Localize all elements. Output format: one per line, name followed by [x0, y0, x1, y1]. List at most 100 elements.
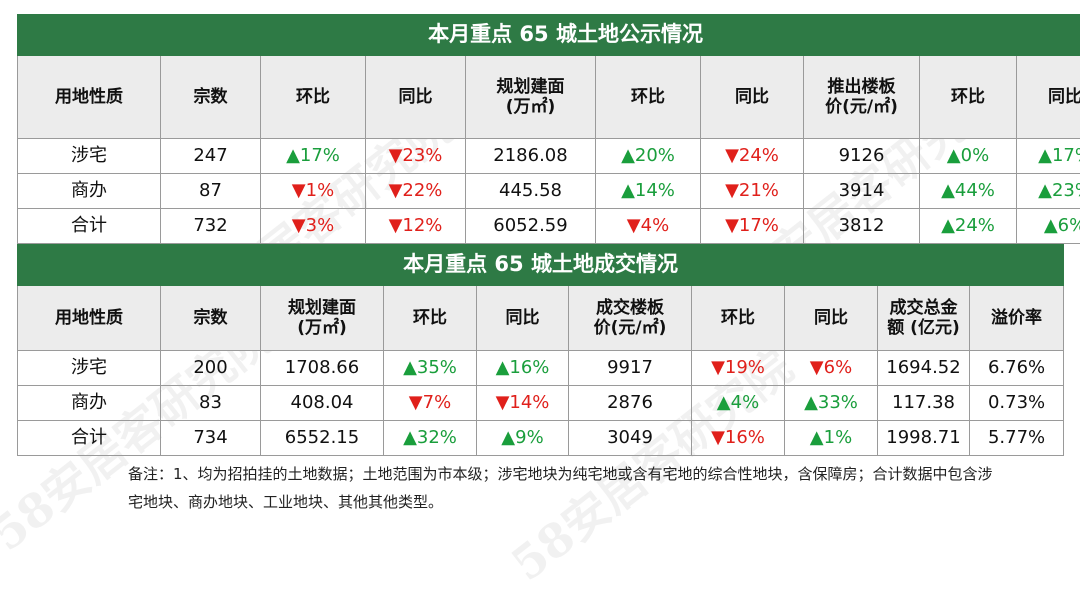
column-header: 用地性质 [18, 56, 161, 139]
cell-count: 87 [161, 174, 261, 209]
cell-area-yoy: ▼17% [701, 209, 804, 244]
cell-price-mom: ▼16% [692, 421, 785, 456]
cell-area-mom: ▲20% [596, 139, 701, 174]
column-header-text: 环比 [384, 308, 476, 328]
column-header: 规划建面(万㎡) [466, 56, 596, 139]
cell-price: 9126 [804, 139, 920, 174]
column-header: 规划建面(万㎡) [261, 286, 384, 351]
column-header-text: 用地性质 [18, 308, 160, 328]
cell-price-yoy: ▲17% [1017, 139, 1080, 174]
column-header: 溢价率 [970, 286, 1064, 351]
header-row: 用地性质宗数环比同比规划建面(万㎡)环比同比推出楼板价(元/㎡)环比同比 [18, 56, 1080, 139]
column-header: 宗数 [161, 286, 261, 351]
column-header: 同比 [366, 56, 466, 139]
column-header-text: 价(元/㎡) [569, 318, 691, 338]
cell-price: 2876 [569, 386, 692, 421]
cell-count: 200 [161, 351, 261, 386]
cell-area-yoy: ▲16% [477, 351, 569, 386]
column-header: 同比 [1017, 56, 1080, 139]
column-header: 环比 [920, 56, 1017, 139]
column-header-text: 同比 [701, 87, 803, 107]
column-header: 成交楼板价(元/㎡) [569, 286, 692, 351]
cell-price-mom: ▲0% [920, 139, 1017, 174]
cell-type: 合计 [18, 421, 161, 456]
cell-amount: 117.38 [878, 386, 970, 421]
cell-price-yoy: ▲1% [785, 421, 878, 456]
cell-count-mom: ▲17% [261, 139, 366, 174]
cell-type: 商办 [18, 174, 161, 209]
column-header-text: 推出楼板 [804, 77, 919, 97]
cell-area-mom: ▲32% [384, 421, 477, 456]
cell-area-mom: ▼4% [596, 209, 701, 244]
column-header-text: 规划建面 [466, 77, 595, 97]
cell-type: 涉宅 [18, 139, 161, 174]
table-title: 本月重点 65 城土地成交情况 [18, 245, 1064, 286]
cell-area: 6552.15 [261, 421, 384, 456]
cell-area: 408.04 [261, 386, 384, 421]
cell-area-mom: ▲14% [596, 174, 701, 209]
column-header-text: 宗数 [161, 308, 260, 328]
cell-price: 3812 [804, 209, 920, 244]
cell-price-mom: ▲24% [920, 209, 1017, 244]
cell-price-mom: ▲44% [920, 174, 1017, 209]
land-listing-table: 本月重点 65 城土地公示情况 用地性质宗数环比同比规划建面(万㎡)环比同比推出… [17, 14, 1080, 244]
column-header: 同比 [701, 56, 804, 139]
column-header: 用地性质 [18, 286, 161, 351]
cell-premium: 5.77% [970, 421, 1064, 456]
cell-count-mom: ▼1% [261, 174, 366, 209]
cell-amount: 1998.71 [878, 421, 970, 456]
column-header-text: 宗数 [161, 87, 260, 107]
cell-price: 3914 [804, 174, 920, 209]
cell-count: 734 [161, 421, 261, 456]
cell-area-yoy: ▼14% [477, 386, 569, 421]
column-header-text: (万㎡) [466, 97, 595, 117]
table-title: 本月重点 65 城土地公示情况 [18, 15, 1080, 56]
cell-price-yoy: ▲23% [1017, 174, 1080, 209]
column-header: 推出楼板价(元/㎡) [804, 56, 920, 139]
column-header-text: 同比 [477, 308, 568, 328]
cell-amount: 1694.52 [878, 351, 970, 386]
column-header-text: 环比 [596, 87, 700, 107]
column-header-text: 同比 [366, 87, 465, 107]
cell-count-yoy: ▼12% [366, 209, 466, 244]
cell-area: 2186.08 [466, 139, 596, 174]
cell-type: 合计 [18, 209, 161, 244]
column-header: 同比 [785, 286, 878, 351]
column-header-text: 同比 [785, 308, 877, 328]
column-header-text: 环比 [920, 87, 1016, 107]
column-header-text: 溢价率 [970, 308, 1063, 328]
cell-area: 1708.66 [261, 351, 384, 386]
column-header: 环比 [596, 56, 701, 139]
column-header: 环比 [261, 56, 366, 139]
column-header-text: 规划建面 [261, 298, 383, 318]
column-header: 成交总金额 (亿元) [878, 286, 970, 351]
cell-count-yoy: ▼23% [366, 139, 466, 174]
cell-area: 445.58 [466, 174, 596, 209]
cell-type: 涉宅 [18, 351, 161, 386]
column-header-text: 用地性质 [18, 87, 160, 107]
cell-price: 9917 [569, 351, 692, 386]
column-header-text: 价(元/㎡) [804, 97, 919, 117]
cell-count-mom: ▼3% [261, 209, 366, 244]
cell-premium: 0.73% [970, 386, 1064, 421]
column-header-text: 成交总金 [878, 298, 969, 318]
cell-price-yoy: ▲6% [1017, 209, 1080, 244]
cell-count: 732 [161, 209, 261, 244]
column-header: 同比 [477, 286, 569, 351]
cell-price-mom: ▲4% [692, 386, 785, 421]
column-header: 宗数 [161, 56, 261, 139]
column-header-text: (万㎡) [261, 318, 383, 338]
column-header-text: 成交楼板 [569, 298, 691, 318]
cell-price-yoy: ▼6% [785, 351, 878, 386]
cell-type: 商办 [18, 386, 161, 421]
cell-area-yoy: ▲9% [477, 421, 569, 456]
column-header-text: 环比 [261, 87, 365, 107]
cell-area: 6052.59 [466, 209, 596, 244]
cell-count: 247 [161, 139, 261, 174]
column-header-text: 同比 [1017, 87, 1080, 107]
